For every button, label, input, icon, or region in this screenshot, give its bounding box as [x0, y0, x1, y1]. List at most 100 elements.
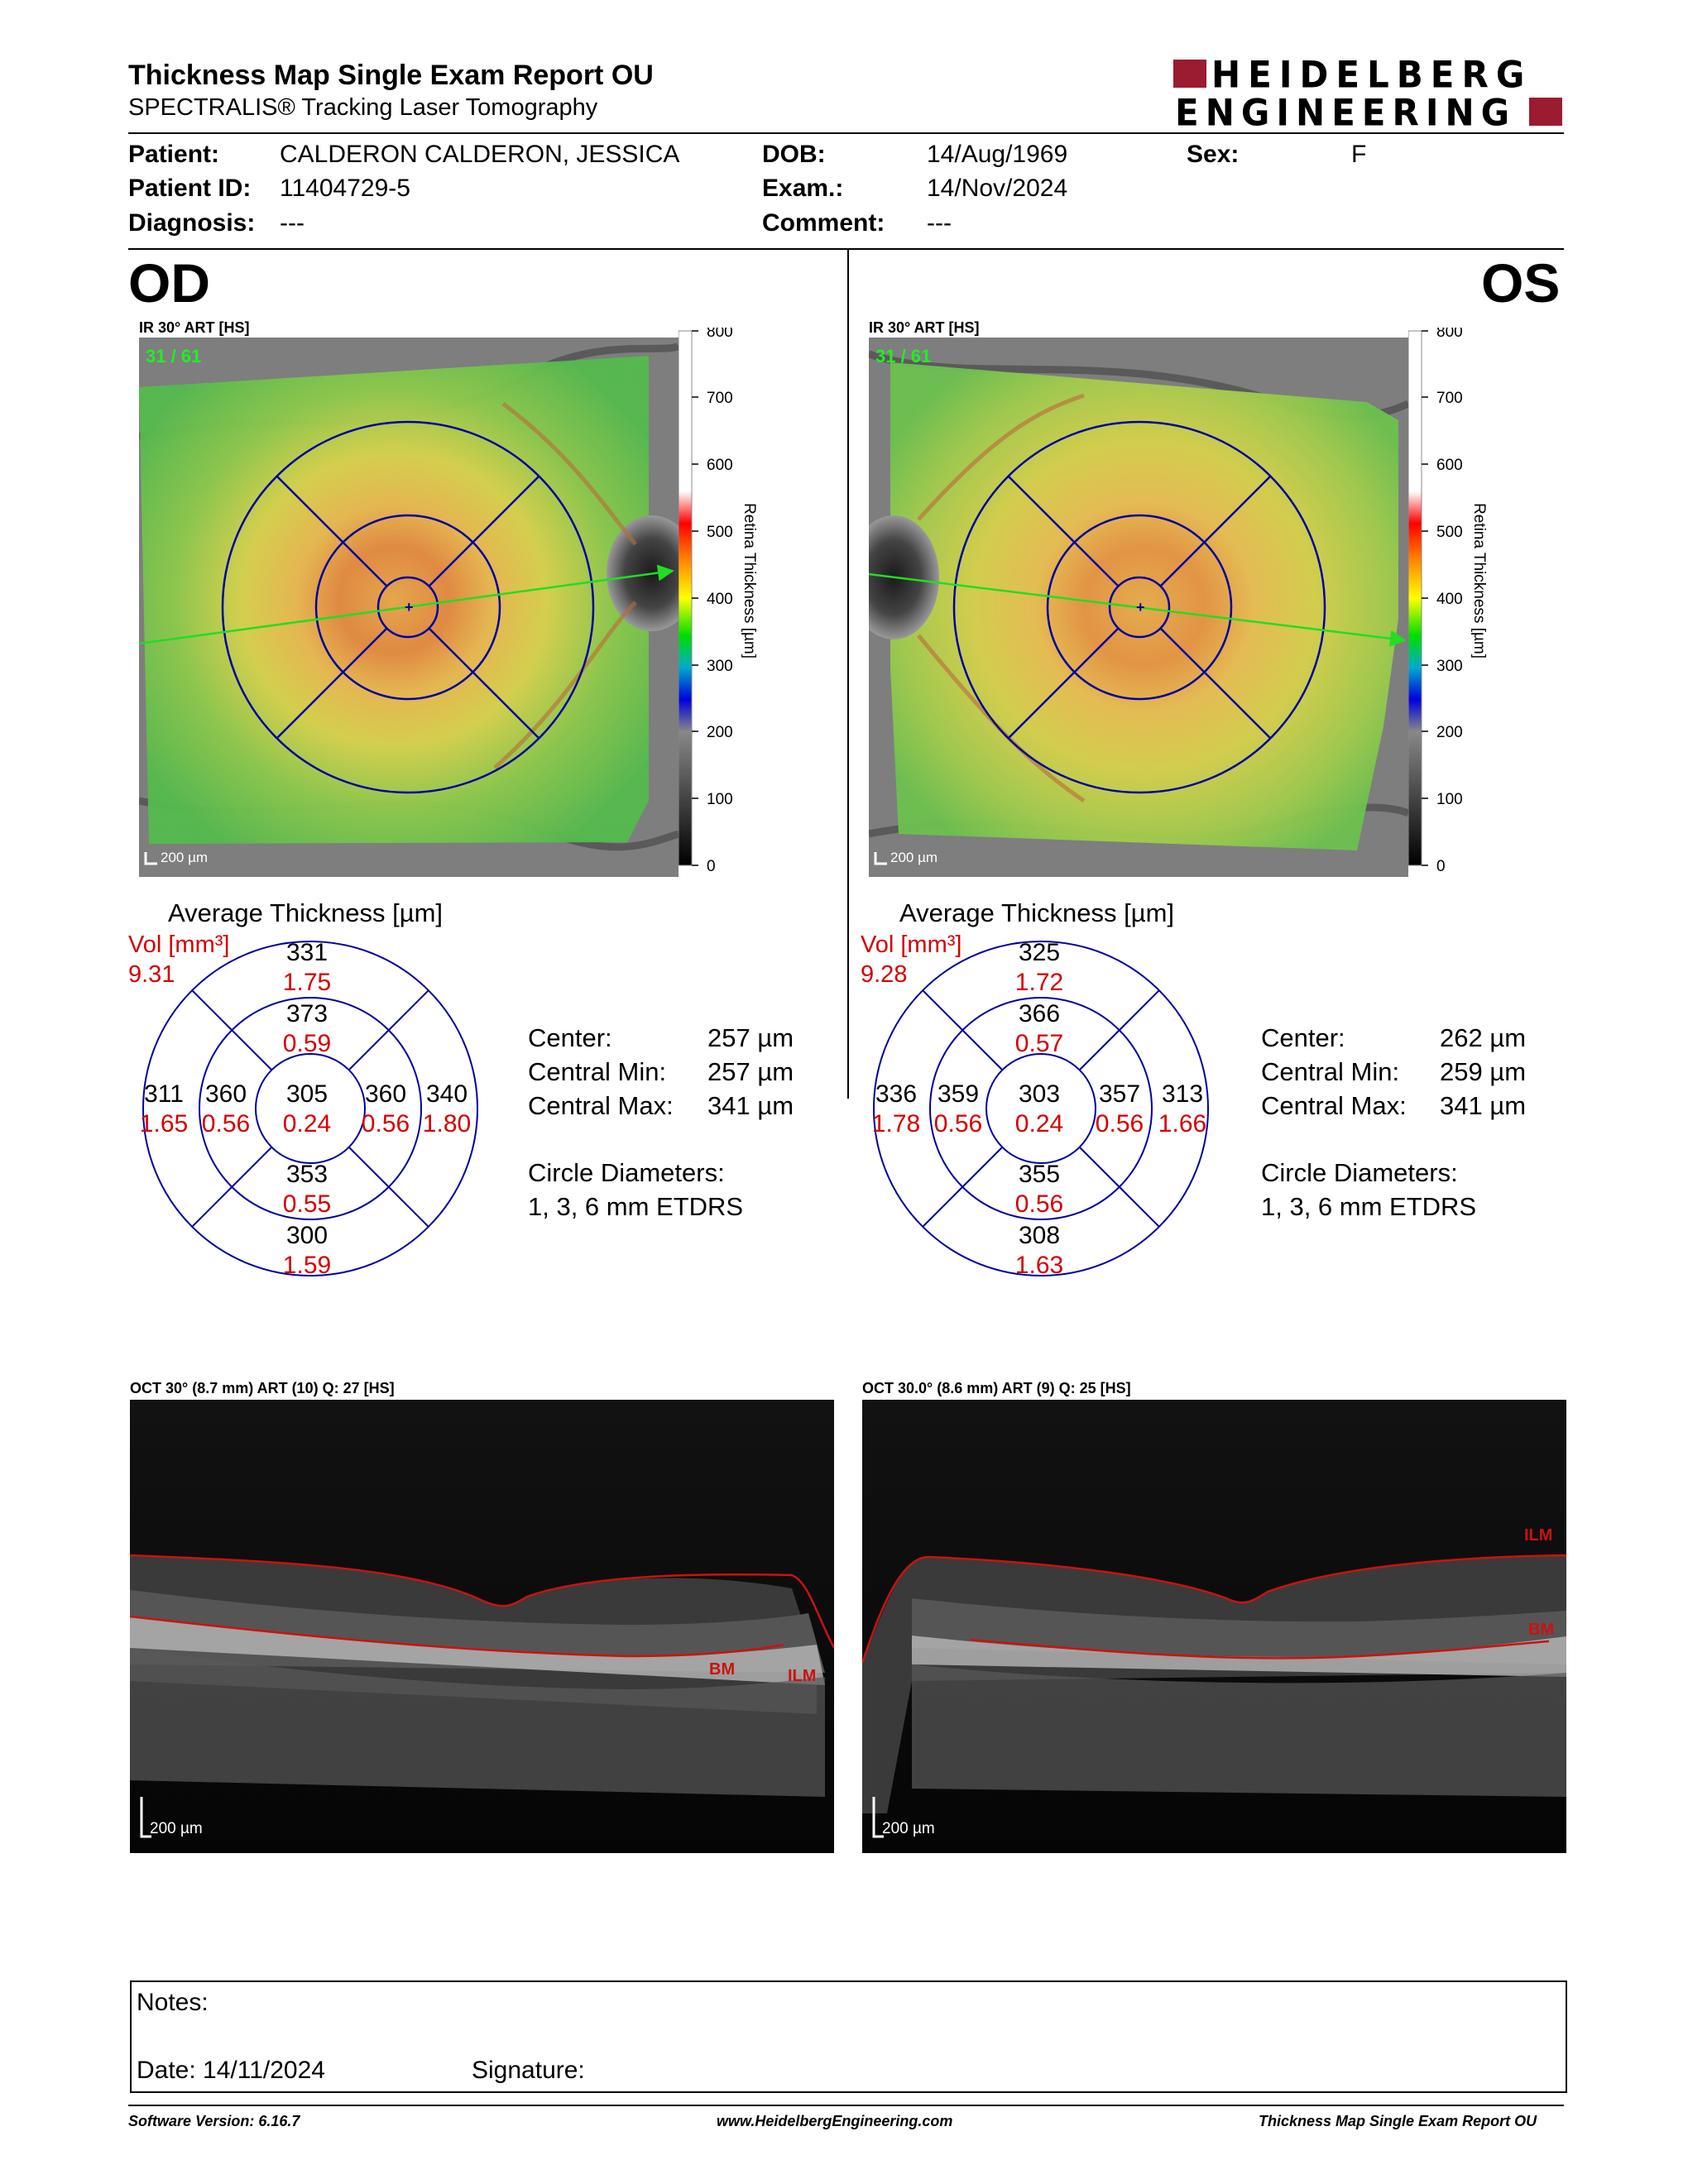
os-outer-nasal-thickness: 313: [1162, 1080, 1203, 1108]
os-outer-nasal-volume: 1.66: [1158, 1110, 1206, 1138]
od-inner-inferior-volume: 0.55: [283, 1190, 331, 1218]
os-circle-diameters-label: Circle Diameters:: [1261, 1158, 1458, 1187]
od-inner-inferior-thickness: 353: [286, 1161, 328, 1188]
notes-signature-label: Signature:: [472, 2057, 585, 2084]
footer-software-version: Software Version: 6.16.7: [128, 2113, 300, 2129]
od-central-max-label: Central Max:: [528, 1091, 674, 1120]
os-outer-superior-volume: 1.72: [1015, 969, 1063, 996]
od-inner-nasal-thickness: 360: [365, 1080, 406, 1108]
od-thickness-map: + 31 / 61 200 µm: [138, 338, 698, 877]
od-oct-scalebar: 200 µm: [150, 1820, 203, 1837]
os-oct-scalebar: 200 µm: [882, 1820, 935, 1837]
od-outer-inferior-thickness: 300: [286, 1222, 328, 1249]
sex-value: F: [1351, 141, 1367, 168]
os-avg-thickness-title: Average Thickness [µm]: [899, 898, 1175, 927]
os-oct-ilm-label: ILM: [1524, 1526, 1552, 1545]
os-center-value: 262 µm: [1440, 1023, 1527, 1052]
os-cbar-tick-400: 400: [1436, 591, 1463, 608]
diagnosis-value: ---: [280, 209, 305, 237]
os-outer-superior-thickness: 325: [1019, 939, 1060, 966]
od-outer-temporal-thickness: 311: [144, 1080, 184, 1108]
od-cbar-tick-500: 500: [707, 524, 733, 541]
os-etdrs-grid-svg: 325 1.72 366 0.57 336 1.78 359 0.56 303 …: [872, 939, 1209, 1279]
eye-label-od: OD: [128, 252, 210, 314]
od-outer-superior-thickness: 331: [286, 939, 328, 966]
notes-box: Notes: Date: 14/11/2024 Signature:: [130, 1980, 1567, 2093]
os-scan-arrow: [868, 572, 1407, 647]
os-cbar-tick-0: 0: [1436, 858, 1446, 874]
os-center-volume: 0.24: [1015, 1110, 1063, 1138]
os-central-min-value: 259 µm: [1440, 1057, 1527, 1086]
os-cbar-tick-300: 300: [1436, 658, 1463, 675]
od-center-volume: 0.24: [283, 1110, 331, 1138]
os-oct-bscan: ILM BM 200 µm: [861, 1400, 1567, 1853]
patient-name: CALDERON CALDERON, JESSICA: [280, 141, 680, 168]
os-cbar-tick-500: 500: [1436, 524, 1463, 541]
os-center-thickness: 303: [1019, 1080, 1060, 1108]
os-vol-label: Vol [mm³]: [861, 932, 962, 958]
os-thickness-map-svg: + 31 / 61 200 µm: [848, 338, 1410, 877]
os-bm-line: [969, 1638, 1550, 1660]
od-inner-superior-thickness: 373: [286, 1000, 328, 1027]
od-outer-superior-volume: 1.75: [283, 969, 331, 996]
comment-label: Comment:: [762, 209, 885, 237]
sex-label: Sex:: [1187, 141, 1240, 168]
footer-website-link[interactable]: www.HeidelbergEngineering.com: [717, 2113, 953, 2129]
os-cbar-tick-200: 200: [1436, 724, 1463, 741]
os-cbar-tick-100: 100: [1436, 791, 1463, 808]
os-center-label: Center:: [1261, 1023, 1345, 1052]
heidelberg-logo: HEIDELBERG ENGINEERING: [1173, 53, 1564, 135]
os-outer-temporal-volume: 1.78: [872, 1110, 920, 1138]
os-inner-superior-thickness: 366: [1019, 1000, 1060, 1027]
dob-value: 14/Aug/1969: [927, 141, 1068, 168]
patient-name-label: Patient:: [128, 141, 220, 168]
os-map-scalebar: 200 µm: [890, 850, 938, 865]
od-center-value: 257 µm: [707, 1023, 794, 1052]
os-inner-superior-volume: 0.57: [1015, 1030, 1063, 1057]
notes-date: Date: 14/11/2024: [137, 2057, 325, 2084]
od-oct-bscan-svg: BM ILM 200 µm: [129, 1400, 836, 1853]
os-outer-inferior-volume: 1.63: [1015, 1252, 1063, 1279]
od-colorbar-svg: 800 700 600 500 400 300 200 100 0 Retina…: [678, 323, 758, 875]
od-cbar-tick-700: 700: [707, 390, 733, 407]
od-central-min-label: Central Min:: [528, 1057, 667, 1086]
os-outer-inferior-thickness: 308: [1019, 1222, 1060, 1249]
comment-value: ---: [927, 209, 952, 237]
os-colorbar: 800 700 600 500 400 300 200 100 0 Retina…: [1407, 323, 1532, 875]
od-cbar-tick-0: 0: [707, 858, 716, 874]
od-outer-inferior-volume: 1.59: [283, 1252, 331, 1279]
os-thickness-map: + 31 / 61 200 µm: [848, 338, 1410, 877]
patient-id: 11404729-5: [280, 175, 410, 202]
od-cbar-tick-300: 300: [707, 658, 733, 675]
os-cbar-tick-600: 600: [1436, 457, 1463, 474]
logo-text-line1: HEIDELBERG: [1211, 53, 1532, 97]
report-subtitle: SPECTRALIS® Tracking Laser Tomography: [128, 94, 598, 121]
od-cbar-tick-400: 400: [707, 591, 733, 608]
od-circle-diameters-label: Circle Diameters:: [528, 1158, 725, 1187]
od-etdrs-grid: 331 1.75 373 0.59 311 1.65 360 0.56 305 …: [128, 932, 492, 1296]
os-etdrs-overlay: [952, 420, 1326, 794]
od-inner-nasal-volume: 0.56: [362, 1110, 410, 1138]
os-oct-bscan-svg: ILM BM 200 µm: [861, 1400, 1567, 1853]
exam-date: 14/Nov/2024: [927, 175, 1068, 202]
center-divider: [847, 248, 849, 1099]
eye-label-os: OS: [1481, 252, 1561, 314]
os-inner-nasal-volume: 0.56: [1096, 1110, 1144, 1138]
logo-text-line2: ENGINEERING: [1175, 91, 1517, 135]
os-central-min-label: Central Min:: [1261, 1057, 1400, 1086]
report-title: Thickness Map Single Exam Report OU: [128, 60, 654, 91]
os-central-max-label: Central Max:: [1261, 1091, 1407, 1120]
od-oct-ilm-label: ILM: [788, 1667, 816, 1685]
os-cbar-label: Retina Thickness [µm]: [1470, 503, 1488, 659]
od-etdrs-grid-svg: 331 1.75 373 0.59 311 1.65 360 0.56 305 …: [140, 939, 478, 1279]
od-cbar-tick-100: 100: [707, 791, 733, 808]
od-cbar-label: Retina Thickness [µm]: [741, 503, 758, 659]
od-outer-nasal-volume: 1.80: [423, 1110, 471, 1138]
od-etdrs-overlay: [221, 420, 595, 794]
os-vol-total: 9.28: [861, 961, 908, 988]
os-inner-temporal-thickness: 359: [938, 1080, 979, 1108]
svg-text:+: +: [1136, 599, 1145, 615]
od-oct-caption: OCT 30° (8.7 mm) ART (10) Q: 27 [HS]: [130, 1380, 395, 1396]
diagnosis-label: Diagnosis:: [128, 209, 256, 237]
od-ilm-line: [129, 1554, 836, 1649]
